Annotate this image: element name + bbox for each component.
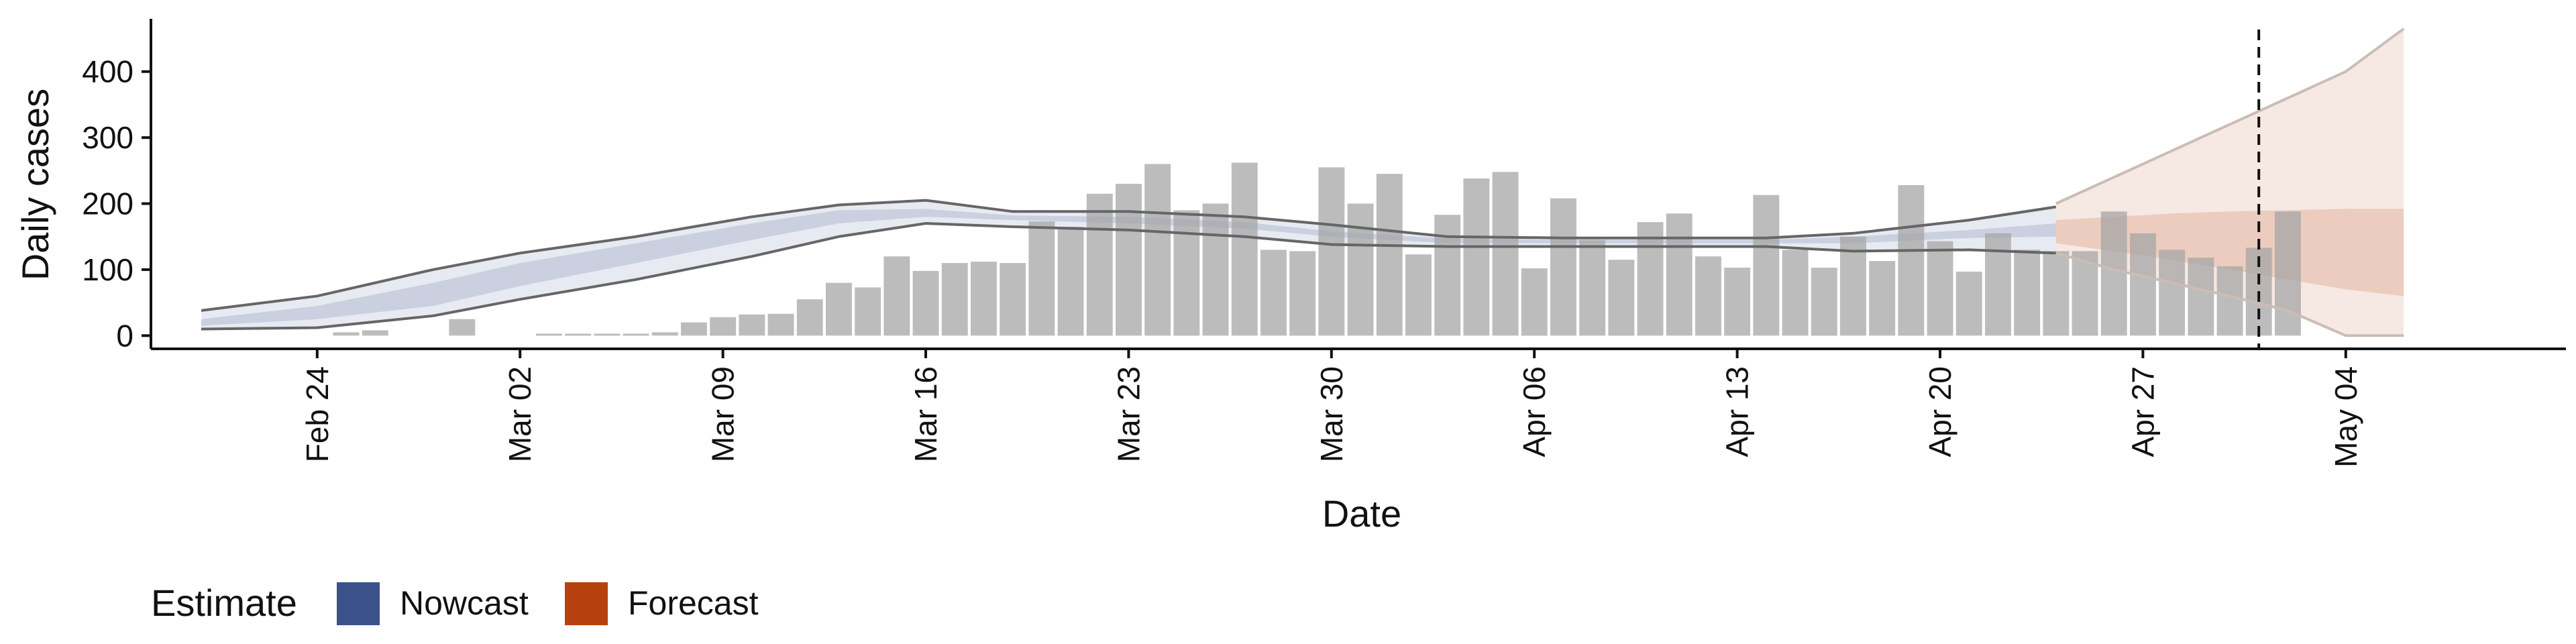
case-bar (536, 333, 562, 336)
x-tick-label: Apr 20 (1923, 366, 1957, 458)
x-tick-label: Feb 24 (300, 366, 335, 462)
case-bar (362, 330, 388, 336)
legend-title: Estimate (151, 582, 297, 624)
case-bar (1289, 251, 1316, 336)
axes (150, 19, 2566, 350)
legend-label-nowcast: Nowcast (400, 584, 529, 622)
case-bar (1550, 198, 1576, 336)
y-tick-label: 400 (82, 54, 133, 89)
legend-label-forecast: Forecast (628, 584, 759, 622)
case-bar (1985, 233, 2011, 336)
case-bar (1637, 222, 1664, 336)
y-axis-title: Daily cases (14, 89, 56, 280)
case-bar (1463, 178, 1490, 336)
case-bar (2216, 266, 2243, 336)
case-bar (2072, 251, 2098, 336)
interval-lines (201, 28, 2405, 337)
case-bar (796, 299, 823, 336)
x-tick-label: May 04 (2328, 366, 2363, 468)
x-tick-label: Apr 06 (1517, 366, 1552, 458)
nowcast-lower-line (201, 221, 2056, 331)
case-bar (2130, 233, 2156, 336)
case-bar (1434, 215, 1461, 336)
case-bar (2014, 250, 2041, 336)
x-tick-label: Apr 27 (2125, 366, 2160, 458)
case-bar (1086, 193, 1113, 336)
case-bar (1057, 227, 1084, 336)
case-bar (1579, 239, 1606, 336)
case-bar (2043, 251, 2070, 336)
case-bar (971, 262, 997, 336)
y-tick-label: 0 (116, 318, 133, 353)
case-bar (565, 333, 592, 336)
case-bar (333, 332, 360, 336)
case-bar (1927, 241, 1953, 336)
case-bar (2159, 250, 2186, 336)
case-bar (1695, 256, 1721, 336)
forecast-upper-line (2055, 28, 2405, 205)
case-bar (767, 313, 794, 336)
y-tick-label: 100 (82, 252, 133, 287)
y-tick-label: 300 (82, 120, 133, 155)
y-tick-label: 200 (82, 186, 133, 221)
case-bar (1173, 210, 1200, 336)
y-ticks: 0 100 200 300 400 (82, 54, 151, 353)
x-tick-label: Mar 30 (1314, 366, 1349, 462)
nowcast-band-50 (201, 209, 2056, 326)
x-axis-title: Date (1322, 492, 1401, 535)
case-bar (2100, 211, 2127, 336)
case-bar (2275, 211, 2301, 336)
legend: Estimate Nowcast Forecast (151, 582, 759, 625)
case-bar (1811, 268, 1837, 336)
legend-swatch-nowcast (337, 582, 380, 625)
case-bar (739, 314, 765, 336)
case-bar (1028, 221, 1055, 336)
case-bar (1869, 261, 1896, 336)
case-bar (912, 270, 939, 336)
case-bar (883, 256, 910, 336)
case-bar (710, 317, 737, 336)
case-bar (1753, 195, 1780, 336)
x-ticks: Feb 24 Mar 02 Mar 09 Mar 16 Mar 23 Mar 30 Apr … (300, 349, 2363, 468)
case-bar (1318, 167, 1345, 336)
x-tick-label: Mar 16 (908, 366, 943, 462)
case-bar (1347, 203, 1374, 336)
case-bar (449, 319, 476, 336)
legend-swatch-forecast (565, 582, 608, 625)
case-bar (826, 282, 852, 336)
case-bar (1724, 268, 1751, 336)
x-tick-label: Apr 13 (1720, 366, 1755, 458)
case-bar (1608, 260, 1635, 336)
nowcast-upper-line (201, 199, 2057, 312)
case-bar (1231, 162, 1258, 336)
case-bar (1000, 263, 1026, 336)
case-bar (1405, 254, 1432, 336)
case-bar (1521, 268, 1548, 336)
case-bar (1492, 172, 1519, 336)
forecast-lower-line (2055, 252, 2404, 337)
x-tick-label: Mar 23 (1111, 366, 1146, 462)
case-bar (1840, 236, 1866, 336)
forecast-band-50 (2055, 209, 2404, 297)
case-bar (1666, 213, 1693, 336)
case-bar (623, 333, 649, 336)
case-bar (681, 322, 707, 336)
case-bar (594, 333, 621, 336)
case-bar (1898, 185, 1925, 336)
case-bar (1376, 174, 1403, 336)
case-bar (855, 287, 881, 336)
case-bar (941, 263, 968, 336)
case-bar (1116, 184, 1142, 336)
case-bar (1144, 164, 1171, 336)
x-tick-label: Mar 02 (502, 366, 537, 462)
case-bar (1202, 203, 1229, 336)
case-bar (1260, 250, 1287, 336)
case-bar (651, 332, 678, 336)
x-tick-label: Mar 09 (706, 366, 741, 462)
case-bar (1955, 271, 1982, 336)
case-bar (2188, 258, 2214, 336)
case-bar (1782, 250, 1809, 336)
